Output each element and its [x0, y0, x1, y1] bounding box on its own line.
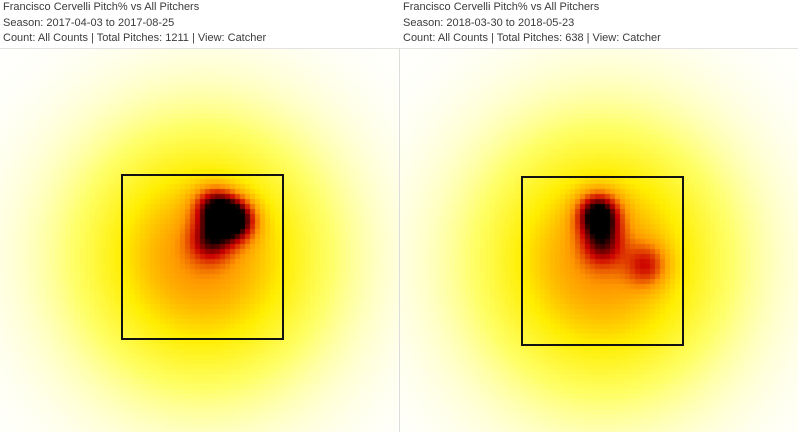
season-range: Season: 2018-03-30 to 2018-05-23: [403, 16, 575, 29]
pitch-heatmap: [0, 49, 399, 432]
pitch-heatmap: [400, 49, 798, 432]
strike-zone: [121, 174, 284, 340]
heatmap-panel-2017: Francisco Cervelli Pitch% vs All Pitcher…: [0, 0, 399, 432]
header-divider: [400, 48, 798, 49]
heatmap-panel-2018: Francisco Cervelli Pitch% vs All Pitcher…: [400, 0, 798, 432]
chart-title: Francisco Cervelli Pitch% vs All Pitcher…: [3, 1, 200, 13]
chart-title: Francisco Cervelli Pitch% vs All Pitcher…: [403, 1, 600, 13]
count-details: Count: All Counts | Total Pitches: 1211 …: [3, 32, 267, 44]
count-details: Count: All Counts | Total Pitches: 638 |…: [403, 32, 661, 44]
header-divider: [0, 48, 399, 49]
panel-divider: [399, 48, 400, 432]
chart-header: Francisco Cervelli Pitch% vs All Pitcher…: [3, 0, 395, 47]
strike-zone: [521, 176, 684, 346]
season-range: Season: 2017-04-03 to 2017-08-25: [3, 16, 175, 29]
chart-header: Francisco Cervelli Pitch% vs All Pitcher…: [403, 0, 795, 47]
